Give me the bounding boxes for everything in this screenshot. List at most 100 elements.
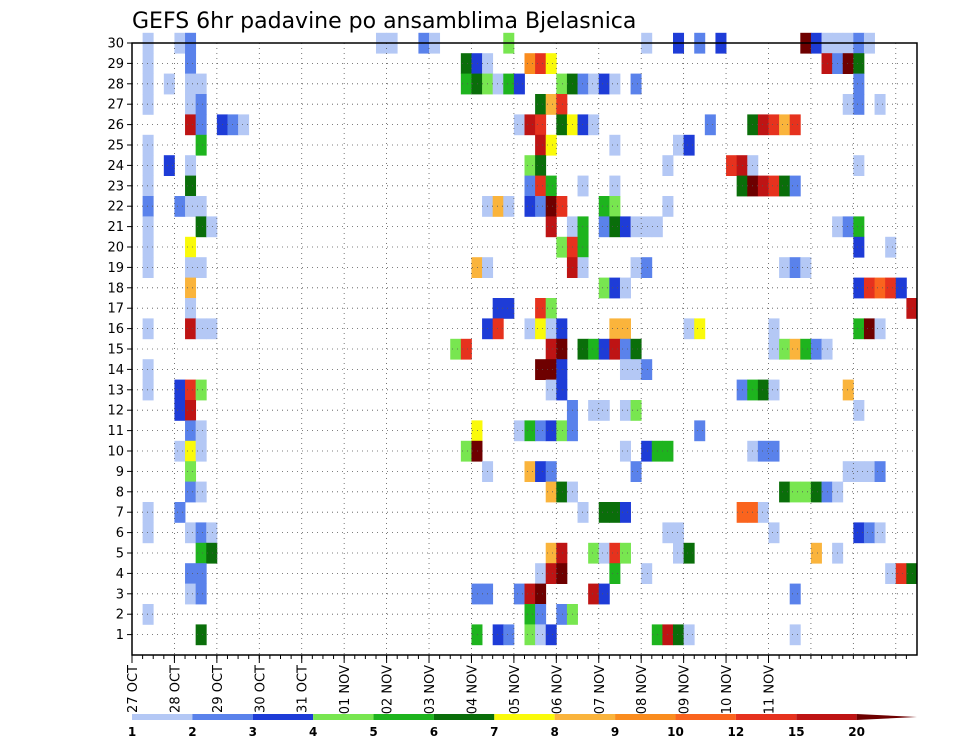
precip-cell [545, 461, 557, 482]
precip-cell [142, 155, 154, 176]
precip-cell [556, 73, 568, 95]
precip-cell [598, 583, 610, 605]
precip-cell [545, 196, 557, 217]
precip-cell [545, 379, 557, 401]
precip-cell [874, 522, 886, 544]
precip-cell [598, 196, 610, 217]
x-tick-label: 06 NOV [550, 665, 565, 714]
precip-cell [460, 73, 472, 95]
precip-cell [535, 155, 547, 176]
precip-cell [619, 216, 631, 238]
y-tick-label: 20 [107, 241, 124, 256]
precip-cell [609, 542, 621, 564]
colorbar-swatch [554, 714, 616, 720]
precip-cell [630, 338, 642, 360]
precip-cell [757, 175, 769, 197]
precip-cell [577, 114, 589, 136]
precip-cell [789, 481, 801, 503]
precip-cell [683, 624, 695, 646]
precip-cell [694, 420, 706, 442]
x-tick-label: 10 NOV [720, 665, 735, 714]
precip-cell [895, 563, 907, 584]
precip-cell [641, 440, 653, 462]
chart-title: GEFS 6hr padavine po ansamblima Bjelasni… [132, 9, 636, 34]
precip-cell [524, 53, 536, 74]
precip-cell [853, 461, 865, 482]
precip-cell [757, 114, 769, 136]
x-tick-label: 27 OCT [126, 665, 141, 713]
precip-cell [619, 440, 631, 462]
y-tick-label: 8 [116, 485, 124, 500]
precip-cell [885, 277, 897, 299]
precip-cell [630, 216, 642, 238]
y-tick-label: 15 [107, 343, 124, 358]
precip-cell [238, 114, 250, 136]
colorbar-label: 8 [551, 725, 559, 739]
precip-cell [195, 624, 207, 646]
precip-cell [598, 338, 610, 360]
precip-cell [513, 73, 525, 95]
precip-cell [535, 604, 547, 625]
colorbar-swatch [675, 714, 736, 720]
precip-cell [577, 502, 589, 523]
precip-cell [195, 114, 207, 136]
colorbar-swatch [313, 714, 374, 720]
precip-cell [810, 481, 822, 503]
colorbar-label: 10 [667, 725, 684, 739]
precip-cell [704, 114, 716, 136]
precip-cell [556, 318, 568, 340]
precip-cell [588, 114, 600, 136]
precip-cell [619, 338, 631, 360]
precip-cell [673, 624, 685, 646]
precip-cell [556, 604, 568, 625]
precip-cell [185, 73, 197, 95]
x-tick-label: 05 NOV [508, 665, 523, 714]
precip-cell [853, 216, 865, 238]
precip-cell [460, 53, 472, 74]
precip-cell [142, 175, 154, 197]
precip-cell [779, 257, 791, 278]
precip-cell [142, 94, 154, 115]
precip-cell [503, 196, 515, 217]
precip-cell [853, 73, 865, 95]
precip-cell [598, 542, 610, 564]
y-tick-label: 9 [116, 465, 124, 480]
precip-cell [853, 522, 865, 544]
precip-cell [673, 134, 685, 156]
precip-cell [556, 338, 568, 360]
precip-cell [185, 563, 197, 584]
colorbar-label: 20 [848, 725, 865, 739]
precip-cell [800, 257, 812, 278]
precip-cell [874, 277, 886, 299]
precip-cell [545, 563, 557, 584]
precip-cell [768, 318, 780, 340]
precip-cell [524, 583, 536, 605]
y-tick-label: 26 [107, 118, 124, 133]
colorbar-swatch [192, 714, 253, 720]
precip-cell [185, 175, 197, 197]
y-tick-label: 22 [107, 200, 124, 215]
precip-cell [524, 114, 536, 136]
precip-cell [195, 420, 207, 442]
precip-cell [853, 277, 865, 299]
precip-cell [789, 338, 801, 360]
precip-cell [842, 216, 854, 238]
precip-cell [503, 624, 515, 646]
precip-cell [142, 236, 154, 258]
precip-cell [810, 542, 822, 564]
precip-cell [757, 502, 769, 523]
precip-cell [142, 604, 154, 625]
x-tick-label: 09 NOV [678, 665, 693, 714]
precip-cell [471, 73, 483, 95]
precip-cell [206, 318, 218, 340]
x-axis-ticks: 27 OCT 28 OCT 29 OCT 30 OCT 31 OCT 01 NOV 02 N… [126, 655, 907, 714]
precip-cell [609, 73, 621, 95]
colorbar-swatch [433, 714, 495, 720]
precip-cell [726, 155, 738, 176]
precip-cell [598, 400, 610, 421]
precip-cell [535, 53, 547, 74]
precip-cell [609, 175, 621, 197]
precip-cell [863, 522, 875, 544]
precip-cell [906, 563, 918, 584]
y-tick-label: 23 [107, 179, 124, 194]
